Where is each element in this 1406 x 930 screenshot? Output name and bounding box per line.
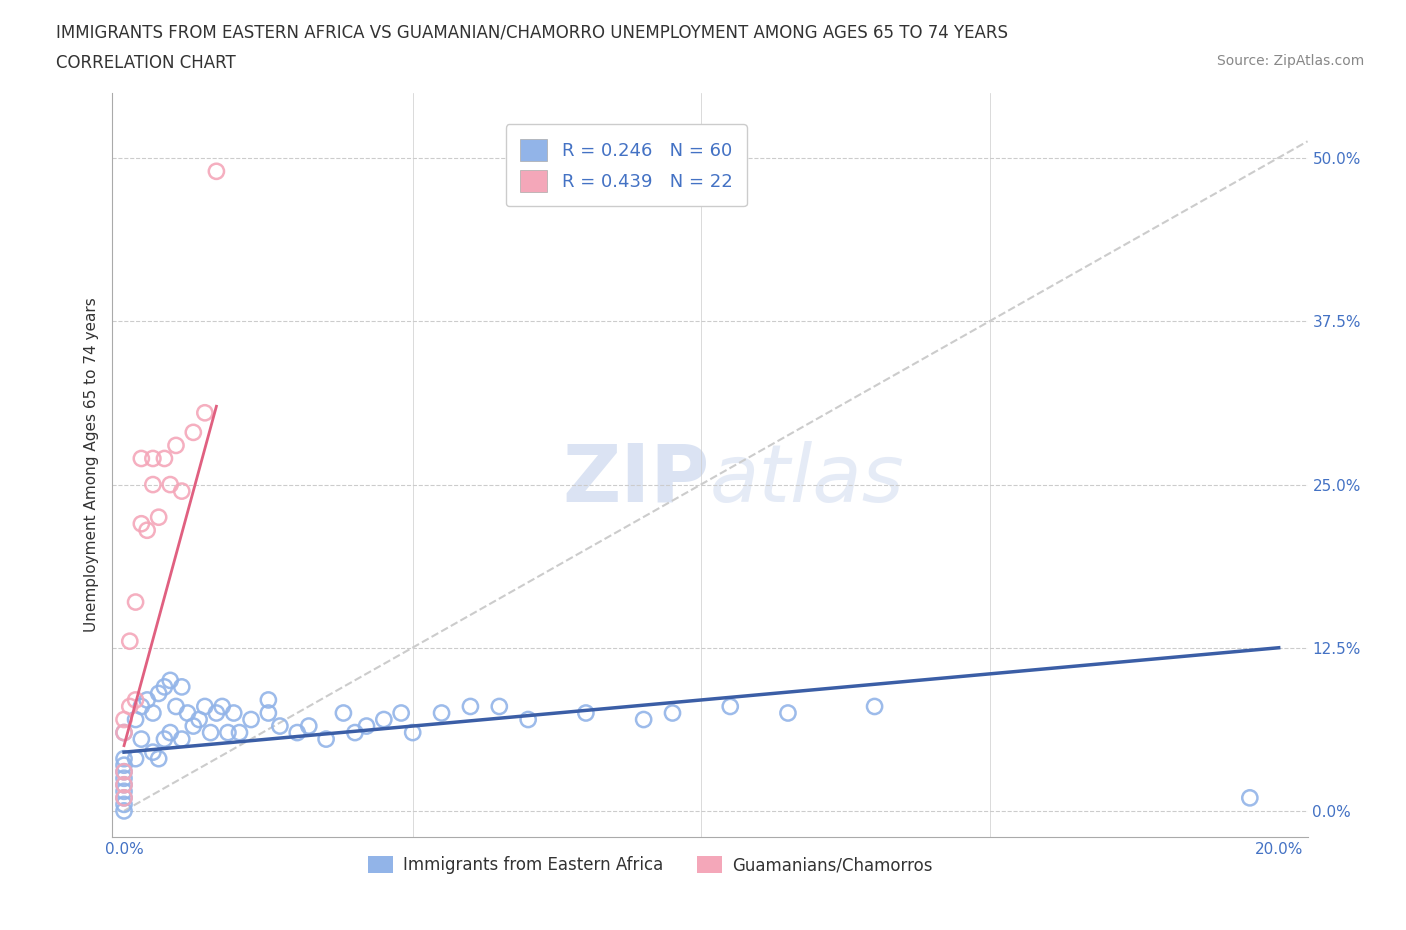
Point <box>124 594 146 609</box>
Point <box>165 438 187 453</box>
Point <box>517 712 540 727</box>
Point <box>159 673 181 688</box>
Point <box>112 804 135 818</box>
Point <box>222 706 245 721</box>
Point <box>332 706 354 721</box>
Point <box>181 719 204 734</box>
Point <box>112 777 135 792</box>
Point <box>188 712 211 727</box>
Point <box>131 699 153 714</box>
Point <box>170 680 193 695</box>
Point <box>124 712 146 727</box>
Point <box>633 712 655 727</box>
Point <box>181 425 204 440</box>
Point <box>488 699 510 714</box>
Point <box>159 477 181 492</box>
Point <box>402 725 425 740</box>
Text: CORRELATION CHART: CORRELATION CHART <box>56 54 236 72</box>
Point <box>430 706 453 721</box>
Point <box>148 510 170 525</box>
Point <box>228 725 250 740</box>
Point <box>118 699 141 714</box>
Point <box>217 725 239 740</box>
Point <box>112 751 135 766</box>
Point <box>373 712 395 727</box>
Legend: Immigrants from Eastern Africa, Guamanians/Chamorros: Immigrants from Eastern Africa, Guamania… <box>361 849 939 881</box>
Point <box>112 725 135 740</box>
Text: atlas: atlas <box>710 441 905 519</box>
Point <box>148 751 170 766</box>
Point <box>112 764 135 779</box>
Y-axis label: Unemployment Among Ages 65 to 74 years: Unemployment Among Ages 65 to 74 years <box>83 298 98 632</box>
Point <box>1239 790 1261 805</box>
Point <box>142 451 165 466</box>
Point <box>269 719 291 734</box>
Point <box>142 706 165 721</box>
Point <box>112 725 135 740</box>
Point <box>124 751 146 766</box>
Point <box>112 777 135 792</box>
Point <box>153 680 176 695</box>
Point <box>285 725 308 740</box>
Point <box>343 725 366 740</box>
Point <box>718 699 741 714</box>
Point <box>148 686 170 701</box>
Point <box>194 405 217 420</box>
Point <box>124 693 146 708</box>
Point <box>153 451 176 466</box>
Point <box>153 732 176 747</box>
Point <box>315 732 337 747</box>
Point <box>200 725 222 740</box>
Point <box>356 719 378 734</box>
Point <box>142 477 165 492</box>
Point <box>194 699 217 714</box>
Point <box>257 693 280 708</box>
Point <box>240 712 263 727</box>
Point <box>112 797 135 812</box>
Point <box>112 764 135 779</box>
Point <box>776 706 799 721</box>
Point <box>863 699 886 714</box>
Point <box>460 699 482 714</box>
Point <box>112 758 135 773</box>
Point <box>205 164 228 179</box>
Point <box>112 790 135 805</box>
Point <box>165 699 187 714</box>
Point <box>131 516 153 531</box>
Point <box>112 712 135 727</box>
Point <box>661 706 683 721</box>
Point <box>211 699 233 714</box>
Point <box>159 725 181 740</box>
Point <box>136 693 159 708</box>
Point <box>298 719 321 734</box>
Point <box>136 523 159 538</box>
Point <box>131 451 153 466</box>
Point <box>112 784 135 799</box>
Point <box>118 633 141 648</box>
Point <box>176 706 198 721</box>
Text: IMMIGRANTS FROM EASTERN AFRICA VS GUAMANIAN/CHAMORRO UNEMPLOYMENT AMONG AGES 65 : IMMIGRANTS FROM EASTERN AFRICA VS GUAMAN… <box>56 23 1008 41</box>
Point <box>389 706 412 721</box>
Point <box>112 790 135 805</box>
Point <box>112 771 135 786</box>
Point <box>142 745 165 760</box>
Point <box>170 732 193 747</box>
Point <box>575 706 598 721</box>
Point <box>205 706 228 721</box>
Text: ZIP: ZIP <box>562 441 710 519</box>
Text: Source: ZipAtlas.com: Source: ZipAtlas.com <box>1216 54 1364 68</box>
Point <box>170 484 193 498</box>
Point <box>131 732 153 747</box>
Point <box>257 706 280 721</box>
